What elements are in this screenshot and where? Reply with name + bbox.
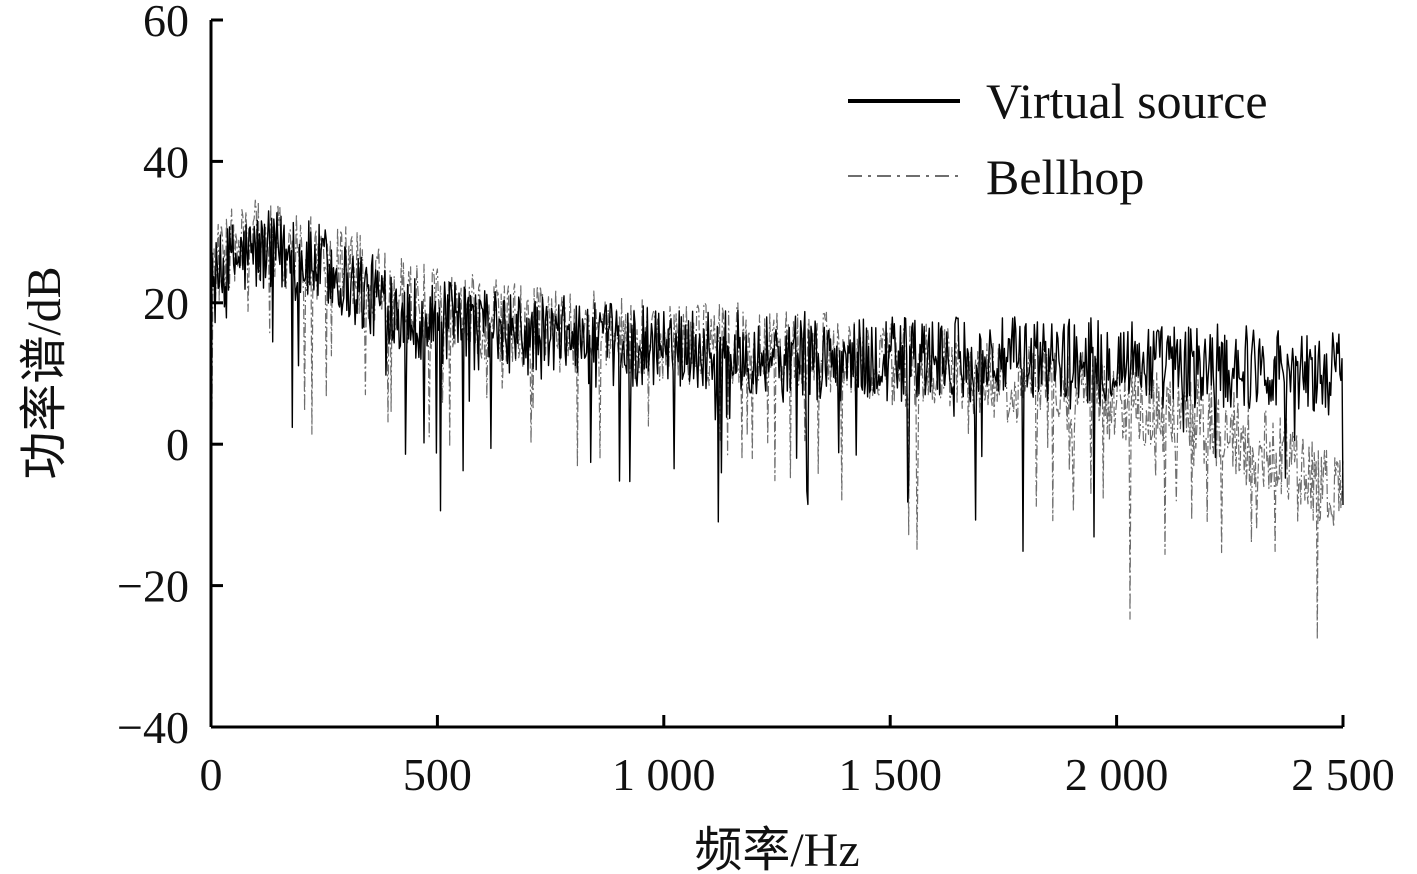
y-tick-label: 60 bbox=[143, 0, 189, 46]
series-layer bbox=[210, 199, 1344, 640]
y-tick-label: 20 bbox=[143, 278, 189, 329]
axes-layer bbox=[209, 20, 1343, 729]
y-tick-label: 0 bbox=[166, 419, 189, 470]
y-axis-title: 功率谱/dB bbox=[18, 266, 71, 479]
legend: Virtual source Bellhop bbox=[848, 73, 1268, 205]
x-tick-label: 0 bbox=[200, 749, 223, 800]
series-line-virtual-source bbox=[210, 210, 1344, 552]
legend-label-bellhop: Bellhop bbox=[986, 149, 1144, 205]
y-tick-label: −20 bbox=[117, 561, 189, 612]
legend-label-virtual-source: Virtual source bbox=[986, 73, 1268, 129]
x-axis-title: 频率/Hz bbox=[694, 824, 859, 874]
x-tick-label: 2 500 bbox=[1291, 749, 1395, 800]
series-line-bellhop bbox=[210, 199, 1344, 640]
x-tick-label: 2 000 bbox=[1065, 749, 1169, 800]
x-tick-label: 1 000 bbox=[612, 749, 716, 800]
y-tick-label: −40 bbox=[117, 702, 189, 753]
x-tick-label: 1 500 bbox=[838, 749, 942, 800]
y-tick-label: 40 bbox=[143, 136, 189, 187]
x-tick-label: 500 bbox=[403, 749, 472, 800]
ticks-layer: 0 500 1 000 1 500 2 000 2 500 −40 −20 0 20 40 60 bbox=[117, 0, 1395, 800]
